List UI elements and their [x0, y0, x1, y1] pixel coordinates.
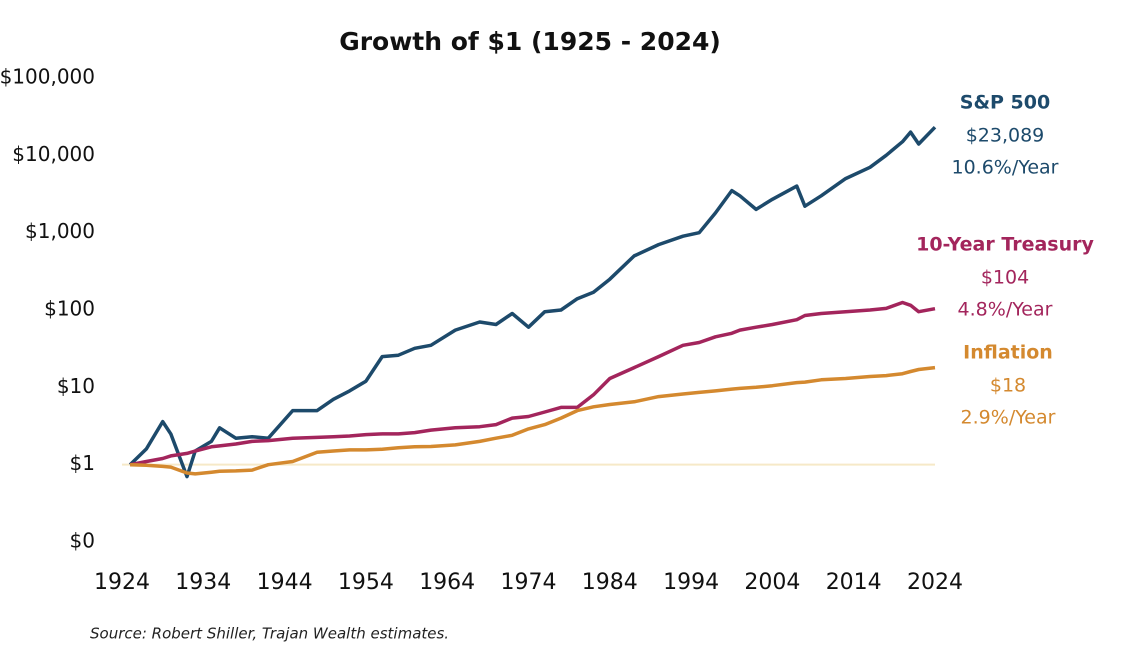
- x-tick-label: 1944: [257, 570, 313, 595]
- rate-label: 4.8%/Year: [958, 299, 1053, 321]
- x-tick-label: 1934: [175, 570, 231, 595]
- y-tick-label: $1: [70, 451, 95, 475]
- series-label: S&P 500: [960, 92, 1050, 114]
- series-line: [130, 365, 936, 476]
- rate-label: 2.9%/Year: [961, 407, 1056, 429]
- y-tick-label: $100,000: [0, 65, 95, 89]
- series-label: Inflation: [963, 342, 1053, 364]
- x-tick-label: 1974: [501, 570, 557, 595]
- y-tick-label: $1,000: [25, 219, 95, 243]
- end-value-label: $104: [981, 267, 1029, 289]
- x-tick-label: 1964: [419, 570, 475, 595]
- y-tick-label: $10,000: [12, 142, 95, 166]
- chart-title: Growth of $1 (1925 - 2024): [339, 27, 721, 56]
- end-value-label: $23,089: [966, 125, 1045, 147]
- series-line: [129, 300, 936, 467]
- x-tick-label: 1924: [94, 570, 150, 595]
- end-value-label: $18: [990, 375, 1026, 397]
- series-line: [128, 125, 937, 479]
- y-tick-label: $0: [70, 529, 95, 553]
- x-tick-label: 1954: [338, 570, 394, 595]
- source-note: Source: Robert Shiller, Trajan Wealth es…: [90, 625, 449, 643]
- y-tick-label: $10: [57, 374, 95, 398]
- rate-label: 10.6%/Year: [952, 157, 1059, 179]
- x-tick-label: 2004: [744, 570, 800, 595]
- x-tick-label: 1994: [663, 570, 719, 595]
- series-label: 10-Year Treasury: [916, 234, 1094, 256]
- y-tick-label: $100: [44, 297, 95, 321]
- x-tick-label: 2014: [826, 570, 882, 595]
- x-tick-label: 1984: [582, 570, 638, 595]
- x-tick-label: 2024: [907, 570, 963, 595]
